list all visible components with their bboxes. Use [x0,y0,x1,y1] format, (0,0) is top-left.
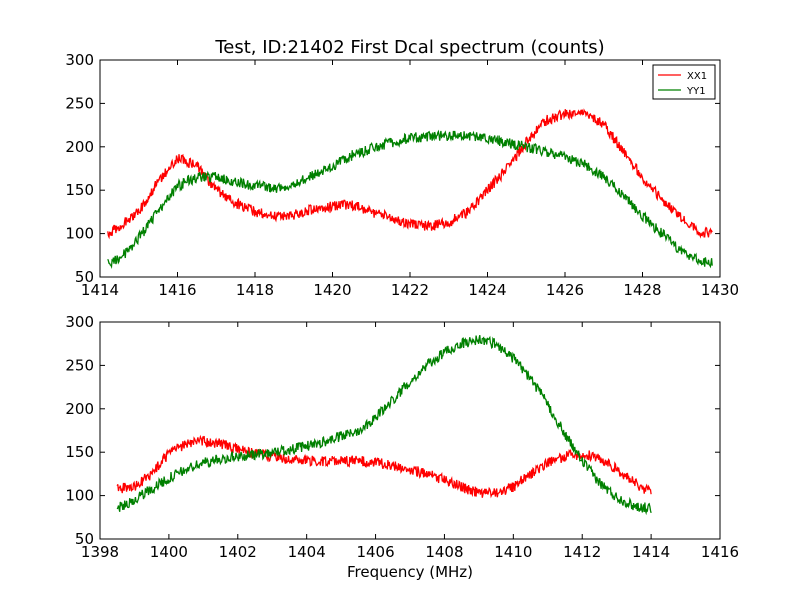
x-tick-label: 1398 [81,543,119,561]
x-tick-label: 1428 [623,281,661,299]
top-panel: 1414 1416 1418 1420 1422 1424 1426 1428 1430 50 10… [65,51,739,299]
y-tick-label: 150 [65,443,94,461]
x-tick-label: 1416 [158,281,196,299]
y-tick-label: 250 [65,94,94,112]
x-tick-label: 1406 [356,543,394,561]
legend-box [652,64,716,100]
x-tick-label: 1422 [391,281,429,299]
y-tick-label: 50 [75,268,94,286]
x-tick-label: 1420 [313,281,351,299]
y-tick-label: 100 [65,225,94,243]
chart-title: Test, ID:21402 First Dcal spectrum (coun… [214,37,604,58]
x-tick-label: 1424 [468,281,506,299]
series-line-xx1-panel-1 [107,108,713,240]
y-tick-label: 300 [65,51,94,69]
x-tick-label: 1430 [701,281,739,299]
series-line-yy1-panel-1 [107,129,713,269]
axes-frame [99,321,721,540]
x-tick-label: 1402 [219,543,257,561]
x-tick-label: 1416 [701,543,739,561]
x-tick-label: 1400 [150,543,188,561]
series-line-yy1-panel-2 [116,335,652,516]
y-tick-label: 150 [65,181,94,199]
y-tick-label: 200 [65,400,94,418]
y-tick-label: 100 [65,487,94,505]
legend-label-yy1: YY1 [686,86,706,97]
x-tick-label: 1426 [546,281,584,299]
bottom-panel: 1398 1400 1402 1404 1406 1408 1410 1412 1414 1416… [65,313,739,561]
y-tick-label: 250 [65,356,94,374]
x-tick-label: 1418 [236,281,274,299]
x-tick-label: 1404 [288,543,326,561]
x-tick-label: 1412 [563,543,601,561]
x-tick-label: 1408 [425,543,463,561]
y-tick-label: 50 [75,530,94,548]
legend-label-xx1: XX1 [687,71,707,82]
series-line-xx1-panel-2 [116,434,652,499]
x-tick-label: 1414 [632,543,670,561]
y-tick-label: 300 [65,313,94,331]
x-tick-label: 1414 [81,281,119,299]
plot-area [100,322,720,539]
x-tick-label: 1410 [494,543,532,561]
y-tick-label: 200 [65,138,94,156]
plot-area [100,60,720,277]
x-axis-label: Frequency (MHz) [347,563,473,581]
